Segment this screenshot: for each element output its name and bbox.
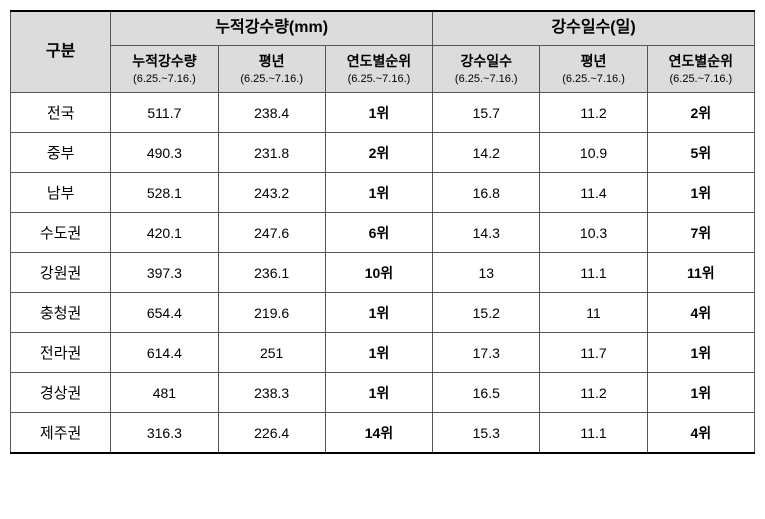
cell-precip-rank: 1위 (325, 373, 432, 413)
cell-days-count: 13 (433, 253, 540, 293)
cell-precip-cum: 614.4 (111, 333, 218, 373)
header-precip-cum: 누적강수량 (6.25.~7.16.) (111, 45, 218, 92)
header-precip-avg: 평년 (6.25.~7.16.) (218, 45, 325, 92)
cell-precip-rank: 1위 (325, 173, 432, 213)
header-precip-rank: 연도별순위 (6.25.~7.16.) (325, 45, 432, 92)
cell-precip-avg: 238.3 (218, 373, 325, 413)
header-days-avg: 평년 (6.25.~7.16.) (540, 45, 647, 92)
cell-region: 남부 (11, 173, 111, 213)
cell-days-rank: 1위 (647, 333, 754, 373)
cell-precip-avg: 219.6 (218, 293, 325, 333)
cell-precip-avg: 236.1 (218, 253, 325, 293)
header-period-sub: (6.25.~7.16.) (435, 72, 537, 86)
cell-precip-avg: 247.6 (218, 213, 325, 253)
cell-days-avg: 10.3 (540, 213, 647, 253)
cell-region: 수도권 (11, 213, 111, 253)
cell-region: 중부 (11, 133, 111, 173)
cell-precip-rank: 1위 (325, 293, 432, 333)
cell-precip-rank: 14위 (325, 413, 432, 453)
cell-precip-avg: 226.4 (218, 413, 325, 453)
cell-days-rank: 1위 (647, 373, 754, 413)
cell-region: 전국 (11, 93, 111, 133)
header-period-sub: (6.25.~7.16.) (650, 72, 752, 86)
header-days-rank-label: 연도별순위 (669, 53, 733, 69)
cell-days-avg: 11.4 (540, 173, 647, 213)
cell-days-rank: 4위 (647, 293, 754, 333)
table-row: 경상권481238.31위16.511.21위 (11, 373, 755, 413)
cell-precip-avg: 251 (218, 333, 325, 373)
cell-precip-avg: 231.8 (218, 133, 325, 173)
cell-days-count: 14.3 (433, 213, 540, 253)
header-category: 구분 (11, 11, 111, 93)
cell-precip-rank: 10위 (325, 253, 432, 293)
cell-days-rank: 2위 (647, 93, 754, 133)
cell-days-avg: 11.1 (540, 253, 647, 293)
header-group-precip: 누적강수량(mm) (111, 11, 433, 45)
table-row: 전라권614.42511위17.311.71위 (11, 333, 755, 373)
cell-days-avg: 10.9 (540, 133, 647, 173)
header-group-days: 강수일수(일) (433, 11, 755, 45)
cell-region: 강원권 (11, 253, 111, 293)
table-row: 남부528.1243.21위16.811.41위 (11, 173, 755, 213)
cell-region: 제주권 (11, 413, 111, 453)
cell-days-avg: 11.2 (540, 93, 647, 133)
header-period-sub: (6.25.~7.16.) (328, 72, 430, 86)
header-days-rank: 연도별순위 (6.25.~7.16.) (647, 45, 754, 92)
header-days-count: 강수일수 (6.25.~7.16.) (433, 45, 540, 92)
cell-days-count: 16.8 (433, 173, 540, 213)
cell-days-count: 15.7 (433, 93, 540, 133)
cell-precip-avg: 243.2 (218, 173, 325, 213)
cell-precip-rank: 1위 (325, 93, 432, 133)
cell-precip-rank: 2위 (325, 133, 432, 173)
table-row: 중부490.3231.82위14.210.95위 (11, 133, 755, 173)
cell-precip-cum: 654.4 (111, 293, 218, 333)
header-precip-rank-label: 연도별순위 (347, 53, 411, 69)
header-precip-cum-label: 누적강수량 (132, 53, 196, 69)
table-row: 강원권397.3236.110위1311.111위 (11, 253, 755, 293)
header-days-avg-label: 평년 (581, 53, 607, 69)
cell-days-rank: 5위 (647, 133, 754, 173)
table-row: 제주권316.3226.414위15.311.14위 (11, 413, 755, 453)
cell-precip-rank: 6위 (325, 213, 432, 253)
cell-days-rank: 7위 (647, 213, 754, 253)
cell-days-count: 15.2 (433, 293, 540, 333)
cell-days-count: 15.3 (433, 413, 540, 453)
cell-days-rank: 4위 (647, 413, 754, 453)
cell-precip-rank: 1위 (325, 333, 432, 373)
cell-region: 경상권 (11, 373, 111, 413)
cell-days-rank: 11위 (647, 253, 754, 293)
cell-precip-avg: 238.4 (218, 93, 325, 133)
table-row: 전국511.7238.41위15.711.22위 (11, 93, 755, 133)
cell-region: 충청권 (11, 293, 111, 333)
cell-precip-cum: 481 (111, 373, 218, 413)
cell-precip-cum: 420.1 (111, 213, 218, 253)
cell-precip-cum: 397.3 (111, 253, 218, 293)
cell-days-avg: 11 (540, 293, 647, 333)
header-precip-avg-label: 평년 (259, 53, 285, 69)
header-period-sub: (6.25.~7.16.) (542, 72, 644, 86)
cell-days-rank: 1위 (647, 173, 754, 213)
cell-precip-cum: 316.3 (111, 413, 218, 453)
cell-precip-cum: 528.1 (111, 173, 218, 213)
cell-days-count: 14.2 (433, 133, 540, 173)
cell-precip-cum: 490.3 (111, 133, 218, 173)
cell-days-avg: 11.1 (540, 413, 647, 453)
table-row: 충청권654.4219.61위15.2114위 (11, 293, 755, 333)
header-days-count-label: 강수일수 (460, 53, 512, 69)
cell-region: 전라권 (11, 333, 111, 373)
cell-days-count: 17.3 (433, 333, 540, 373)
cell-days-avg: 11.2 (540, 373, 647, 413)
table-row: 수도권420.1247.66위14.310.37위 (11, 213, 755, 253)
cell-days-count: 16.5 (433, 373, 540, 413)
header-period-sub: (6.25.~7.16.) (221, 72, 323, 86)
cell-days-avg: 11.7 (540, 333, 647, 373)
cell-precip-cum: 511.7 (111, 93, 218, 133)
header-period-sub: (6.25.~7.16.) (113, 72, 215, 86)
precipitation-table: 구분 누적강수량(mm) 강수일수(일) 누적강수량 (6.25.~7.16.)… (10, 10, 755, 454)
